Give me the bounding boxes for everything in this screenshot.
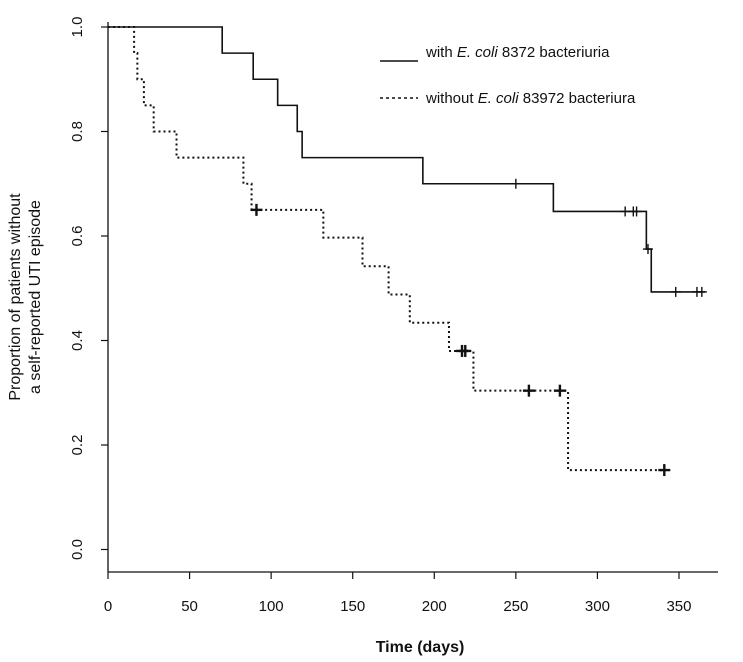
y-tick-label: 0.0 xyxy=(69,539,86,560)
censor-mark xyxy=(510,178,521,189)
legend-label-suffix: 8372 bacteriuria xyxy=(498,44,610,61)
x-tick-label: 0 xyxy=(104,598,112,615)
x-tick-label: 300 xyxy=(585,598,610,615)
x-tick-label: 250 xyxy=(503,598,528,615)
x-axis-title: Time (days) xyxy=(376,639,465,656)
x-tick-label: 50 xyxy=(181,598,198,615)
x-tick-label: 200 xyxy=(422,598,447,615)
y-axis-title: Proportion of patients without a self-re… xyxy=(7,193,44,401)
censor-mark xyxy=(250,203,263,216)
legend-label-prefix: with xyxy=(425,44,457,61)
censor-mark xyxy=(670,286,681,297)
series-with-ecoli xyxy=(108,26,707,297)
x-tick-label: 150 xyxy=(340,598,365,615)
legend: with E. coli 8372 bacteriuria without E.… xyxy=(380,44,636,107)
series-line xyxy=(108,26,706,293)
y-axis-title-line1: Proportion of patients without xyxy=(7,193,24,401)
y-tick-label: 0.8 xyxy=(69,121,86,142)
legend-label-italic: E. coli xyxy=(457,44,499,61)
y-tick-label: 1.0 xyxy=(69,17,86,38)
censor-mark xyxy=(642,244,653,255)
y-tick-label: 0.4 xyxy=(69,330,86,351)
censor-mark xyxy=(658,464,671,477)
series-layer xyxy=(108,26,707,477)
legend-label-prefix: without xyxy=(425,90,478,107)
y-tick-label: 0.6 xyxy=(69,226,86,247)
legend-label-italic: E. coli xyxy=(478,90,520,107)
y-ticks: 0.0 0.2 0.4 0.6 0.8 1.0 xyxy=(69,17,108,560)
censor-mark xyxy=(522,384,535,397)
y-axis-title-line2: a self-reported UTI episode xyxy=(27,200,44,394)
censor-mark xyxy=(631,206,642,217)
x-tick-label: 350 xyxy=(666,598,691,615)
x-tick-label: 100 xyxy=(259,598,284,615)
axes xyxy=(107,22,718,573)
y-tick-label: 0.2 xyxy=(69,435,86,456)
censor-mark xyxy=(696,286,707,297)
censor-mark xyxy=(553,384,566,397)
legend-label-without-ecoli: without E. coli 83972 bacteriura xyxy=(425,90,636,107)
series-without-ecoli xyxy=(108,26,671,477)
legend-label-suffix: 83972 bacteriura xyxy=(519,90,636,107)
legend-label-with-ecoli: with E. coli 8372 bacteriuria xyxy=(425,44,610,61)
censor-mark xyxy=(459,344,472,357)
x-ticks: 0 50 100 150 200 250 300 350 xyxy=(104,572,692,615)
